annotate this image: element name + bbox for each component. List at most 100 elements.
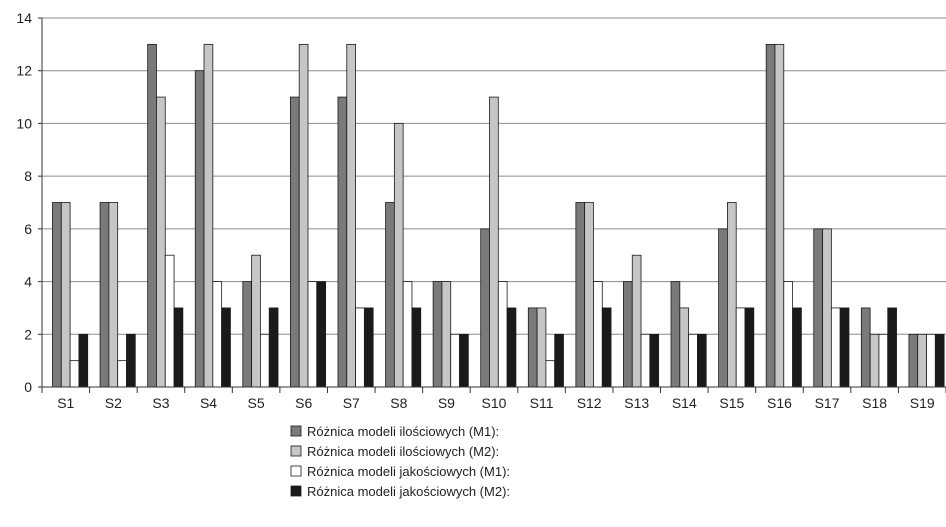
x-tick-label: S17 (815, 395, 840, 411)
bar-s5-series-1 (242, 281, 253, 388)
bar-s15-series-2 (727, 202, 737, 388)
bar-s8-series-2 (393, 123, 404, 388)
bar-s11-series-1 (527, 307, 538, 388)
x-tick-labels: S1 S2 S3 S4 S5 S6 S7 S8 S9 S10 S11 S12 S13 S14 S15 S16 S… (57, 395, 935, 411)
bar-s2-series-4 (126, 333, 136, 388)
bar-s17-series-1 (813, 228, 823, 388)
legend-swatch (290, 485, 302, 497)
bar-s4-series-1 (194, 70, 205, 388)
bar-s15-series-4 (744, 307, 755, 388)
bar-s18-series-4 (887, 307, 897, 388)
x-tick-label: S13 (624, 395, 649, 411)
bar-s4-series-2 (203, 43, 214, 388)
bar-s8-series-1 (385, 202, 395, 388)
bar-s5-series-3 (260, 333, 270, 388)
x-tick-label: S1 (57, 395, 74, 411)
x-tick-label: S18 (862, 395, 887, 411)
x-tick-label: S19 (910, 395, 935, 411)
bar-s19-series-4 (934, 333, 945, 388)
legend-label: Różnica modeli ilościowych (M2): (307, 444, 499, 459)
legend-label: Różnica modeli jakościowych (M2): (307, 484, 510, 499)
axes (41, 18, 946, 393)
bar-s7-series-2 (346, 43, 356, 388)
bar-s11-series-2 (536, 307, 547, 388)
bar-s13-series-3 (640, 333, 651, 388)
bar-s7-series-3 (355, 307, 365, 388)
bar-s16-series-4 (792, 307, 802, 388)
bar-s2-series-1 (99, 202, 110, 388)
bar-s6-series-3 (307, 281, 318, 388)
bar-s14-series-4 (697, 333, 707, 388)
bar-s5-series-2 (251, 254, 261, 388)
bar-s19-series-2 (917, 333, 927, 388)
x-tick-label: S5 (248, 395, 265, 411)
x-tick-label: S14 (672, 395, 697, 411)
bar-s18-series-2 (869, 333, 880, 388)
x-tick-label: S2 (105, 395, 122, 411)
bar-s10-series-2 (489, 96, 499, 388)
bars (52, 43, 945, 388)
bar-s3-series-4 (173, 307, 184, 388)
x-tick-label: S3 (152, 395, 169, 411)
bar-s6-series-1 (289, 96, 300, 388)
bar-s14-series-2 (679, 307, 690, 388)
x-tick-label: S16 (767, 395, 792, 411)
bar-s18-series-1 (860, 307, 871, 388)
x-tick-label: S15 (719, 395, 744, 411)
bar-s7-series-4 (363, 307, 374, 388)
bar-s8-series-4 (411, 307, 422, 388)
bar-s1-series-4 (78, 333, 89, 388)
y-tick-label: 12 (16, 63, 32, 79)
bar-s17-series-4 (839, 307, 850, 388)
x-tick-label: S9 (438, 395, 455, 411)
y-tick-label: 0 (24, 379, 32, 395)
x-tick-label: S4 (200, 395, 217, 411)
bar-s3-series-1 (147, 43, 157, 388)
x-tick-label: S10 (482, 395, 507, 411)
bar-s15-series-1 (718, 228, 728, 388)
bar-s5-series-4 (268, 307, 279, 388)
bar-s1-series-3 (69, 360, 80, 388)
bar-s12-series-3 (593, 281, 603, 388)
y-tick-label: 2 (24, 326, 32, 342)
bar-s8-series-3 (402, 281, 413, 388)
bar-s15-series-3 (735, 307, 746, 388)
bar-s12-series-2 (584, 202, 594, 388)
bar-s17-series-2 (822, 228, 832, 388)
bar-s19-series-1 (908, 333, 919, 388)
bar-s3-series-3 (164, 254, 175, 388)
bar-s13-series-2 (631, 254, 642, 388)
bar-s12-series-1 (575, 202, 586, 388)
legend-label: Różnica modeli ilościowych (M1): (307, 424, 499, 439)
x-tick-label: S8 (390, 395, 407, 411)
bar-s6-series-2 (298, 43, 309, 388)
bar-s10-series-3 (497, 281, 508, 388)
bar-s10-series-4 (506, 307, 517, 388)
bar-s16-series-2 (774, 43, 785, 388)
x-tick-label: S11 (530, 395, 554, 411)
bar-s9-series-4 (459, 333, 469, 388)
legend: Różnica modeli ilościowych (M1): Różnica … (290, 424, 510, 499)
y-tick-label: 4 (24, 274, 32, 290)
bar-s4-series-4 (221, 307, 231, 388)
x-tick-label: S7 (343, 395, 360, 411)
legend-swatch (290, 425, 302, 437)
bar-s13-series-1 (623, 281, 633, 388)
bar-s16-series-1 (765, 43, 776, 388)
legend-swatch (290, 445, 302, 457)
y-tick-label: 6 (24, 221, 32, 237)
x-tick-label: S6 (295, 395, 312, 411)
bar-s2-series-2 (108, 202, 119, 388)
bar-s9-series-2 (441, 281, 452, 388)
bar-s1-series-1 (52, 202, 62, 388)
y-tick-label: 14 (16, 10, 32, 26)
bar-s11-series-3 (545, 360, 556, 388)
legend-label: Różnica modeli jakościowych (M1): (307, 464, 510, 479)
bar-s17-series-3 (830, 307, 841, 388)
bar-s18-series-3 (878, 333, 889, 388)
bar-s2-series-3 (117, 360, 127, 388)
bar-s3-series-2 (156, 96, 166, 388)
y-tick-labels: 0 2 4 6 8 10 12 14 (16, 10, 42, 395)
bar-s11-series-4 (554, 333, 564, 388)
